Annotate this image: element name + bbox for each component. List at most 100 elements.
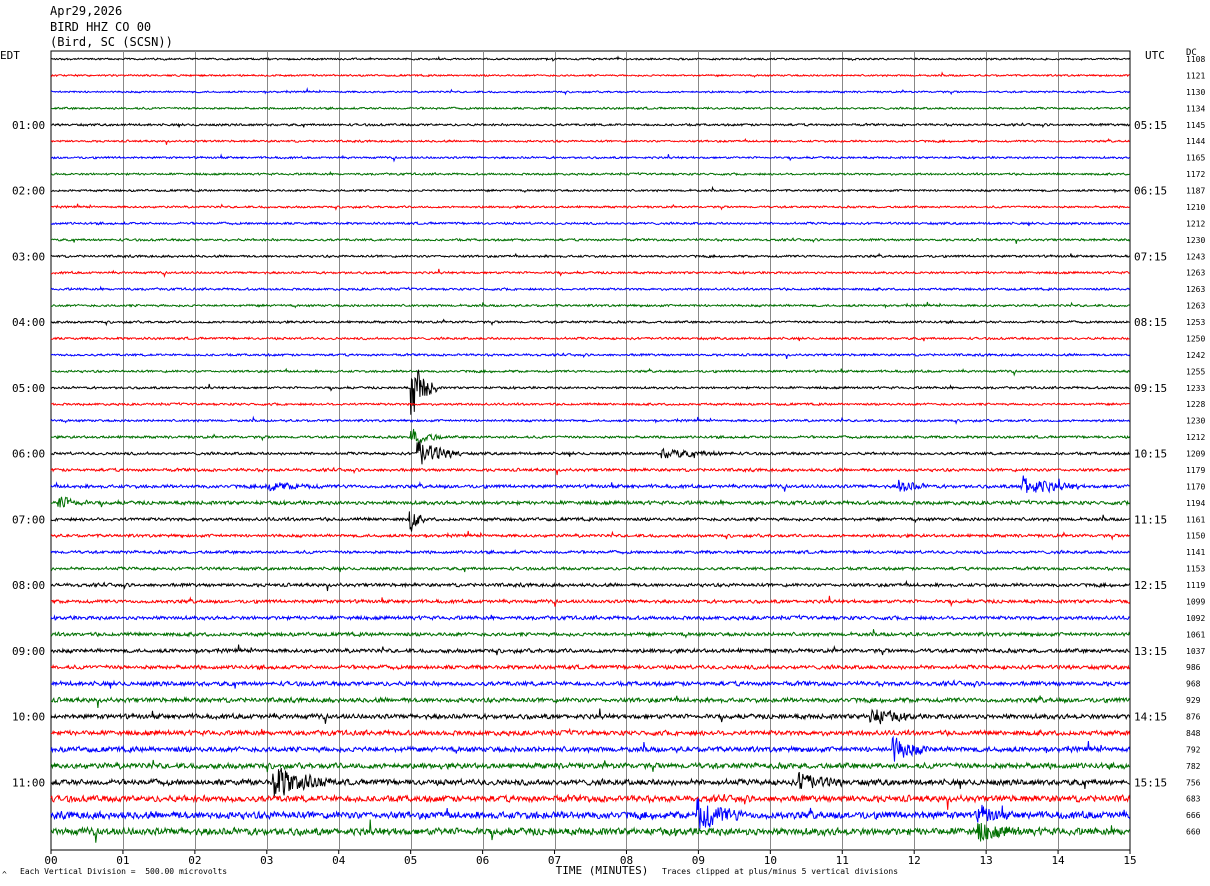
right-hour-label: 13:15 bbox=[1134, 645, 1167, 658]
trace-row bbox=[50, 285, 1131, 292]
left-hour-label: 05:00 bbox=[12, 382, 45, 395]
trace-row bbox=[50, 579, 1131, 592]
left-hour-label: 01:00 bbox=[12, 119, 45, 132]
trace-row bbox=[50, 496, 1131, 508]
dc-offset-label: 1150 bbox=[1186, 532, 1205, 541]
hour-labels: 01:00 02:00 03:00 04:00 05:00 06:00 07:00 08:00… bbox=[12, 119, 1167, 790]
dc-offset-labels: 1108 1121 1130 1134 1145 1144 1165 1172 1187 1210… bbox=[1186, 55, 1205, 837]
dc-offset-label: 1212 bbox=[1186, 433, 1205, 442]
trace-row bbox=[50, 71, 1130, 78]
trace-row bbox=[50, 55, 1131, 62]
trace-row bbox=[50, 301, 1130, 309]
x-tick-label: 03 bbox=[260, 854, 273, 867]
x-tick-label: 10 bbox=[764, 854, 777, 867]
dc-offset-label: 1255 bbox=[1186, 367, 1205, 376]
left-hour-label: 02:00 bbox=[12, 185, 45, 198]
right-hour-label: 05:15 bbox=[1134, 119, 1167, 132]
dc-offset-label: 792 bbox=[1186, 745, 1201, 754]
dc-offset-label: 1099 bbox=[1186, 597, 1205, 606]
trace-row bbox=[50, 466, 1131, 476]
trace-row bbox=[50, 798, 1131, 829]
left-hour-label: 06:00 bbox=[12, 448, 45, 461]
x-tick-label: 02 bbox=[188, 854, 201, 867]
trace-row bbox=[50, 318, 1130, 327]
x-tick-label: 09 bbox=[692, 854, 705, 867]
dc-offset-label: 1130 bbox=[1186, 88, 1205, 97]
dc-offset-label: 660 bbox=[1186, 828, 1201, 837]
trace-row bbox=[50, 428, 1131, 444]
x-tick-label: 05 bbox=[404, 854, 417, 867]
x-tick-label: 07 bbox=[548, 854, 561, 867]
right-hour-label: 12:15 bbox=[1134, 579, 1167, 592]
trace-row bbox=[50, 629, 1131, 639]
dc-offset-label: 1144 bbox=[1186, 137, 1205, 146]
dc-offset-label: 968 bbox=[1186, 680, 1201, 689]
dc-offset-label: 1141 bbox=[1186, 548, 1205, 557]
left-hour-label: 10:00 bbox=[12, 711, 45, 724]
right-hour-label: 08:15 bbox=[1134, 316, 1167, 329]
trace-row bbox=[50, 252, 1130, 259]
dc-offset-label: 1212 bbox=[1186, 219, 1205, 228]
trace-row bbox=[50, 767, 1130, 797]
dc-offset-label: 1153 bbox=[1186, 565, 1205, 574]
dc-offset-label: 1210 bbox=[1186, 203, 1205, 212]
seismic-traces bbox=[50, 55, 1131, 843]
left-timezone-label: EDT bbox=[0, 49, 20, 62]
dc-offset-label: 1170 bbox=[1186, 482, 1205, 491]
plot-date: Apr29,2026 bbox=[50, 4, 123, 18]
dc-offset-label: 1108 bbox=[1186, 55, 1205, 64]
trace-row bbox=[50, 440, 1131, 465]
x-tick-label: 11 bbox=[836, 854, 849, 867]
trace-row bbox=[50, 336, 1130, 342]
trace-row bbox=[50, 644, 1130, 656]
dc-offset-label: 1145 bbox=[1186, 121, 1205, 130]
dc-offset-label: 1253 bbox=[1186, 318, 1205, 327]
trace-row bbox=[50, 793, 1131, 810]
trace-row bbox=[50, 613, 1130, 622]
left-hour-label: 08:00 bbox=[12, 579, 45, 592]
dc-offset-label: 1187 bbox=[1186, 187, 1205, 196]
station-id: BIRD HHZ CO 00 bbox=[50, 20, 152, 34]
x-tick-label: 04 bbox=[332, 854, 346, 867]
trace-row bbox=[50, 203, 1130, 211]
trace-row bbox=[50, 759, 1130, 773]
dc-offset-label: 1121 bbox=[1186, 71, 1205, 80]
right-hour-label: 06:15 bbox=[1134, 185, 1167, 198]
trace-row bbox=[50, 819, 1131, 843]
dc-offset-label: 1134 bbox=[1186, 104, 1205, 113]
trace-row bbox=[50, 415, 1131, 425]
dc-offset-label: 876 bbox=[1186, 713, 1201, 722]
x-tick-label: 15 bbox=[1123, 854, 1136, 867]
left-hour-label: 09:00 bbox=[12, 645, 45, 658]
dc-offset-label: 756 bbox=[1186, 778, 1201, 787]
x-tick-label: 14 bbox=[1051, 854, 1065, 867]
trace-row bbox=[51, 727, 1131, 738]
x-tick-label: 01 bbox=[116, 854, 129, 867]
scale-note: Each Vertical Division = 500.00 microvol… bbox=[20, 867, 228, 876]
trace-row bbox=[50, 475, 1130, 494]
trace-row bbox=[50, 153, 1130, 163]
trace-row bbox=[50, 221, 1130, 227]
dc-offset-label: 1263 bbox=[1186, 285, 1205, 294]
dc-offset-label: 1233 bbox=[1186, 384, 1205, 393]
trace-row bbox=[50, 87, 1131, 96]
trace-row bbox=[50, 708, 1131, 725]
right-hour-label: 09:15 bbox=[1134, 382, 1167, 395]
dc-offset-label: 683 bbox=[1186, 795, 1201, 804]
dc-offset-label: 1172 bbox=[1186, 170, 1205, 179]
dc-offset-label: 1161 bbox=[1186, 515, 1205, 524]
dc-offset-label: 1179 bbox=[1186, 466, 1205, 475]
dc-offset-label: 1228 bbox=[1186, 400, 1205, 409]
right-hour-label: 11:15 bbox=[1134, 513, 1167, 526]
trace-row bbox=[50, 352, 1131, 360]
dc-offset-label: 1037 bbox=[1186, 647, 1205, 656]
trace-row bbox=[50, 185, 1130, 194]
clip-note: Traces clipped at plus/minus 5 vertical … bbox=[662, 867, 899, 876]
plot-grid bbox=[50, 50, 1131, 851]
dc-offset-label: 1263 bbox=[1186, 302, 1205, 311]
trace-row bbox=[50, 595, 1131, 608]
dc-offset-label: 1165 bbox=[1186, 154, 1205, 163]
plot-frame bbox=[50, 50, 1131, 851]
station-location: (Bird, SC (SCSN)) bbox=[50, 35, 173, 49]
